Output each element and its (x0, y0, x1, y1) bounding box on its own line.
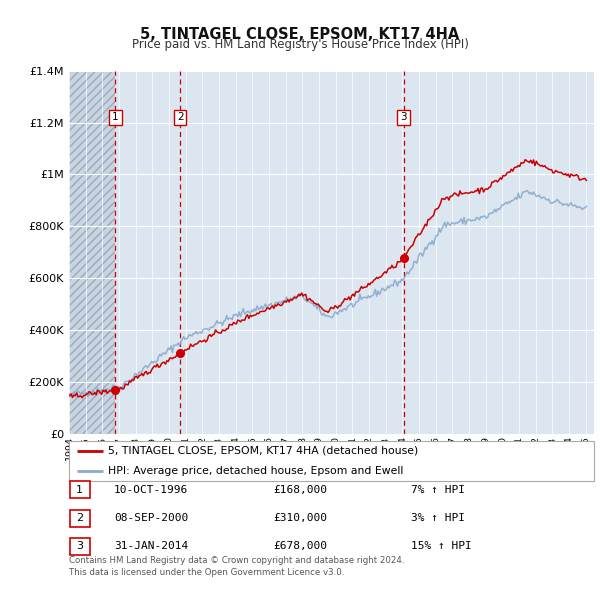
Text: 5, TINTAGEL CLOSE, EPSOM, KT17 4HA: 5, TINTAGEL CLOSE, EPSOM, KT17 4HA (140, 27, 460, 41)
Text: 3: 3 (76, 542, 83, 551)
Text: £678,000: £678,000 (273, 542, 327, 551)
Text: 3: 3 (400, 113, 407, 123)
Text: 2: 2 (177, 113, 184, 123)
Text: Price paid vs. HM Land Registry's House Price Index (HPI): Price paid vs. HM Land Registry's House … (131, 38, 469, 51)
Text: 31-JAN-2014: 31-JAN-2014 (114, 542, 188, 551)
Text: £168,000: £168,000 (273, 485, 327, 494)
Text: 10-OCT-1996: 10-OCT-1996 (114, 485, 188, 494)
Text: £310,000: £310,000 (273, 513, 327, 523)
Text: 3% ↑ HPI: 3% ↑ HPI (411, 513, 465, 523)
FancyBboxPatch shape (69, 441, 594, 481)
Text: 2: 2 (76, 513, 83, 523)
Text: 15% ↑ HPI: 15% ↑ HPI (411, 542, 472, 551)
FancyBboxPatch shape (70, 538, 89, 555)
FancyBboxPatch shape (70, 481, 89, 498)
Bar (69, 71, 115, 434)
Text: 08-SEP-2000: 08-SEP-2000 (114, 513, 188, 523)
FancyBboxPatch shape (70, 510, 89, 526)
Text: 1: 1 (76, 485, 83, 494)
Text: 7% ↑ HPI: 7% ↑ HPI (411, 485, 465, 494)
Text: HPI: Average price, detached house, Epsom and Ewell: HPI: Average price, detached house, Epso… (109, 466, 404, 476)
Text: 5, TINTAGEL CLOSE, EPSOM, KT17 4HA (detached house): 5, TINTAGEL CLOSE, EPSOM, KT17 4HA (deta… (109, 446, 419, 455)
Text: 1: 1 (112, 113, 119, 123)
Text: Contains HM Land Registry data © Crown copyright and database right 2024.
This d: Contains HM Land Registry data © Crown c… (69, 556, 404, 577)
